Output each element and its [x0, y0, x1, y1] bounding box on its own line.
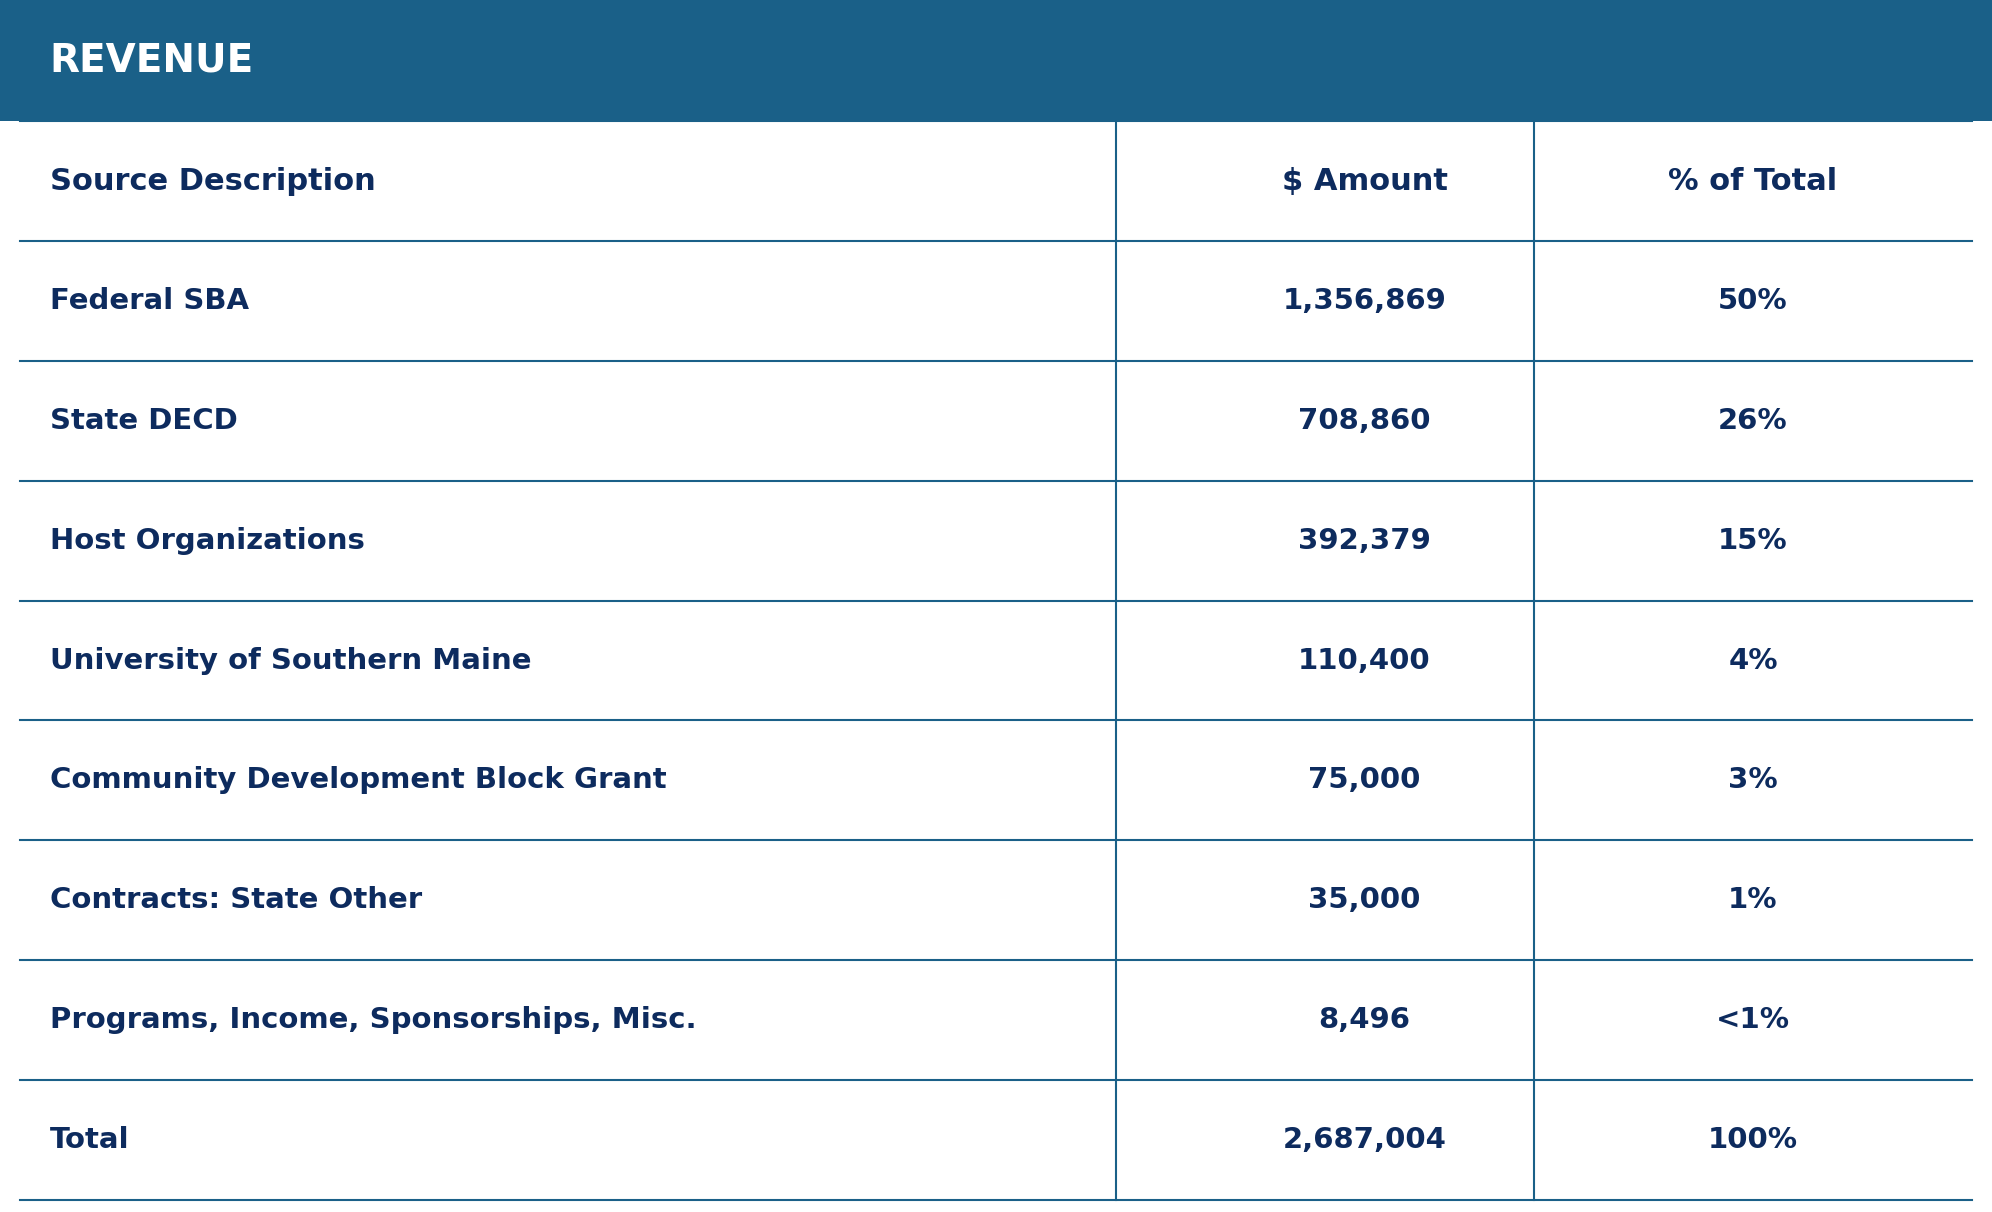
- Text: 110,400: 110,400: [1299, 646, 1430, 675]
- Text: 1%: 1%: [1729, 886, 1777, 914]
- Text: 35,000: 35,000: [1309, 886, 1420, 914]
- Text: Total: Total: [50, 1126, 129, 1154]
- FancyBboxPatch shape: [0, 0, 1992, 121]
- Text: 26%: 26%: [1719, 407, 1787, 435]
- Text: $ Amount: $ Amount: [1281, 166, 1448, 195]
- Text: 392,379: 392,379: [1299, 527, 1430, 555]
- Text: 50%: 50%: [1719, 287, 1787, 315]
- Text: 3%: 3%: [1729, 766, 1777, 794]
- Text: University of Southern Maine: University of Southern Maine: [50, 646, 532, 675]
- Text: 708,860: 708,860: [1299, 407, 1430, 435]
- Text: REVENUE: REVENUE: [50, 41, 255, 80]
- Text: State DECD: State DECD: [50, 407, 237, 435]
- Text: Contracts: State Other: Contracts: State Other: [50, 886, 422, 914]
- Text: Programs, Income, Sponsorships, Misc.: Programs, Income, Sponsorships, Misc.: [50, 1006, 697, 1034]
- Text: 75,000: 75,000: [1309, 766, 1420, 794]
- Text: 100%: 100%: [1707, 1126, 1799, 1154]
- Text: Host Organizations: Host Organizations: [50, 527, 365, 555]
- Text: 8,496: 8,496: [1319, 1006, 1410, 1034]
- Text: Federal SBA: Federal SBA: [50, 287, 249, 315]
- Text: 1,356,869: 1,356,869: [1283, 287, 1446, 315]
- Text: 4%: 4%: [1729, 646, 1777, 675]
- Text: Community Development Block Grant: Community Development Block Grant: [50, 766, 667, 794]
- Text: 15%: 15%: [1719, 527, 1787, 555]
- Text: 2,687,004: 2,687,004: [1283, 1126, 1446, 1154]
- Text: % of Total: % of Total: [1669, 166, 1837, 195]
- Text: Source Description: Source Description: [50, 166, 376, 195]
- Text: <1%: <1%: [1715, 1006, 1791, 1034]
